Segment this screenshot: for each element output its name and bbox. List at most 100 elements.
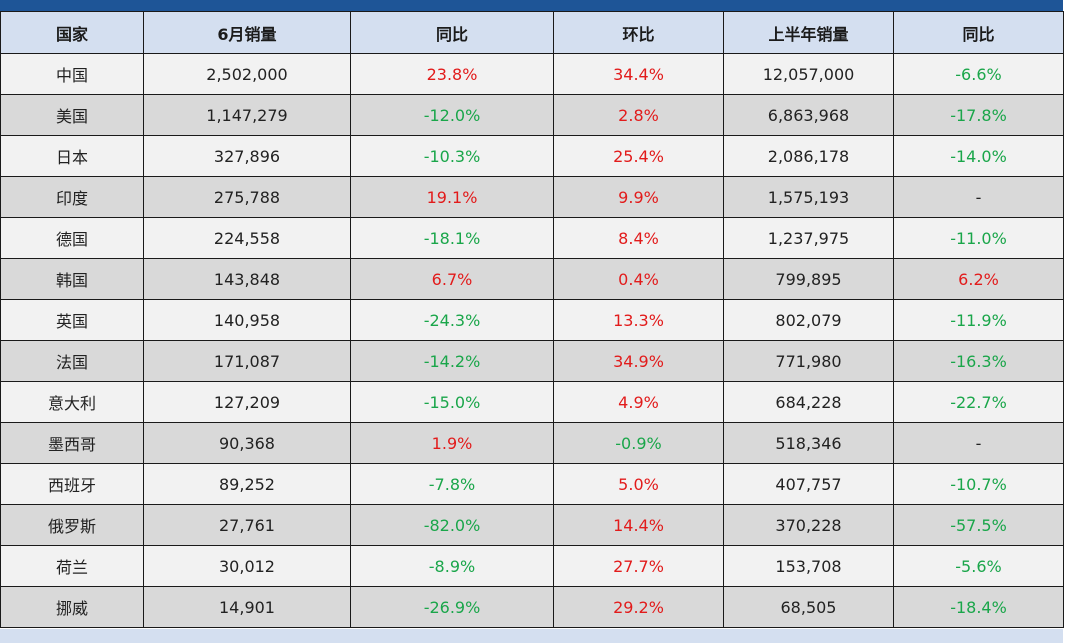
cell-june-yoy: -24.3% [350, 299, 554, 341]
cell-h1-yoy: 6.2% [893, 258, 1064, 300]
cell-country: 英国 [0, 299, 144, 341]
cell-h1-yoy: -14.0% [893, 135, 1064, 177]
sales-table-container: 国家 6月销量 同比 环比 上半年销量 同比 中国 2,502,000 23.8% 3… [0, 11, 1064, 628]
cell-country: 挪威 [0, 586, 144, 628]
cell-june-mom: 34.4% [553, 53, 724, 95]
cell-june-yoy: -82.0% [350, 504, 554, 546]
table-row: 日本 327,896 -10.3% 25.4% 2,086,178 -14.0% [0, 135, 1064, 177]
cell-june-yoy: -15.0% [350, 381, 554, 423]
cell-h1-yoy: -57.5% [893, 504, 1064, 546]
cell-june-sales: 127,209 [143, 381, 351, 423]
cell-june-yoy: -7.8% [350, 463, 554, 505]
cell-h1-yoy: -5.6% [893, 545, 1064, 587]
cell-country: 俄罗斯 [0, 504, 144, 546]
cell-june-sales: 27,761 [143, 504, 351, 546]
top-color-bar [0, 0, 1063, 11]
cell-june-sales: 2,502,000 [143, 53, 351, 95]
cell-h1-yoy: -10.7% [893, 463, 1064, 505]
cell-june-sales: 275,788 [143, 176, 351, 218]
cell-june-sales: 327,896 [143, 135, 351, 177]
cell-june-mom: 4.9% [553, 381, 724, 423]
cell-june-yoy: -12.0% [350, 94, 554, 136]
cell-june-yoy: -26.9% [350, 586, 554, 628]
auto-sales-table: 国家 6月销量 同比 环比 上半年销量 同比 中国 2,502,000 23.8% 3… [0, 11, 1064, 628]
cell-h1-sales: 68,505 [723, 586, 894, 628]
cell-h1-yoy: -17.8% [893, 94, 1064, 136]
header-h1-sales: 上半年销量 [723, 11, 894, 54]
cell-h1-sales: 153,708 [723, 545, 894, 587]
cell-june-mom: 34.9% [553, 340, 724, 382]
table-row: 印度 275,788 19.1% 9.9% 1,575,193- [0, 176, 1064, 218]
cell-h1-sales: 684,228 [723, 381, 894, 423]
cell-country: 韩国 [0, 258, 144, 300]
table-header-row: 国家 6月销量 同比 环比 上半年销量 同比 [0, 11, 1064, 54]
cell-h1-yoy: - [893, 422, 1064, 464]
cell-h1-sales: 370,228 [723, 504, 894, 546]
cell-h1-sales: 1,575,193 [723, 176, 894, 218]
cell-country: 日本 [0, 135, 144, 177]
cell-h1-yoy: -11.0% [893, 217, 1064, 259]
header-country: 国家 [0, 11, 144, 54]
cell-june-yoy: -18.1% [350, 217, 554, 259]
table-row: 美国 1,147,279 -12.0% 2.8% 6,863,968 -17.8% [0, 94, 1064, 136]
cell-june-sales: 89,252 [143, 463, 351, 505]
cell-june-mom: 2.8% [553, 94, 724, 136]
cell-june-yoy: 19.1% [350, 176, 554, 218]
table-row: 法国 171,087 -14.2% 34.9% 771,980 -16.3% [0, 340, 1064, 382]
cell-h1-yoy: - [893, 176, 1064, 218]
bottom-band [0, 629, 1063, 643]
cell-june-yoy: -14.2% [350, 340, 554, 382]
cell-country: 西班牙 [0, 463, 144, 505]
cell-june-mom: 25.4% [553, 135, 724, 177]
cell-h1-yoy: -11.9% [893, 299, 1064, 341]
table-row: 中国 2,502,000 23.8% 34.4% 12,057,000 -6.6% [0, 53, 1064, 95]
cell-h1-yoy: -16.3% [893, 340, 1064, 382]
cell-june-sales: 171,087 [143, 340, 351, 382]
cell-country: 印度 [0, 176, 144, 218]
table-row: 挪威 14,901 -26.9% 29.2% 68,505 -18.4% [0, 586, 1064, 628]
cell-h1-sales: 802,079 [723, 299, 894, 341]
cell-june-sales: 1,147,279 [143, 94, 351, 136]
cell-h1-yoy: -18.4% [893, 586, 1064, 628]
cell-country: 意大利 [0, 381, 144, 423]
cell-june-yoy: -10.3% [350, 135, 554, 177]
cell-h1-yoy: -22.7% [893, 381, 1064, 423]
cell-h1-sales: 2,086,178 [723, 135, 894, 177]
cell-country: 德国 [0, 217, 144, 259]
cell-june-sales: 143,848 [143, 258, 351, 300]
cell-june-mom: -0.9% [553, 422, 724, 464]
cell-june-sales: 224,558 [143, 217, 351, 259]
cell-country: 墨西哥 [0, 422, 144, 464]
cell-june-yoy: 23.8% [350, 53, 554, 95]
cell-country: 法国 [0, 340, 144, 382]
table-row: 俄罗斯 27,761 -82.0% 14.4% 370,228 -57.5% [0, 504, 1064, 546]
table-row: 德国 224,558 -18.1% 8.4% 1,237,975 -11.0% [0, 217, 1064, 259]
table-row: 英国 140,958 -24.3% 13.3% 802,079 -11.9% [0, 299, 1064, 341]
cell-h1-sales: 407,757 [723, 463, 894, 505]
cell-h1-sales: 6,863,968 [723, 94, 894, 136]
cell-june-mom: 5.0% [553, 463, 724, 505]
cell-june-sales: 140,958 [143, 299, 351, 341]
table-body: 中国 2,502,000 23.8% 34.4% 12,057,000 -6.6% 美国 1,… [0, 53, 1064, 628]
cell-h1-sales: 799,895 [723, 258, 894, 300]
cell-country: 美国 [0, 94, 144, 136]
table-row: 韩国 143,848 6.7% 0.4% 799,895 6.2% [0, 258, 1064, 300]
header-june-sales: 6月销量 [143, 11, 351, 54]
table-row: 西班牙 89,252 -7.8% 5.0% 407,757 -10.7% [0, 463, 1064, 505]
cell-june-mom: 0.4% [553, 258, 724, 300]
cell-june-sales: 14,901 [143, 586, 351, 628]
cell-june-yoy: -8.9% [350, 545, 554, 587]
cell-h1-sales: 1,237,975 [723, 217, 894, 259]
cell-june-mom: 27.7% [553, 545, 724, 587]
table-row: 意大利 127,209 -15.0% 4.9% 684,228 -22.7% [0, 381, 1064, 423]
cell-june-mom: 9.9% [553, 176, 724, 218]
cell-june-mom: 8.4% [553, 217, 724, 259]
header-june-mom: 环比 [553, 11, 724, 54]
cell-june-mom: 13.3% [553, 299, 724, 341]
cell-june-sales: 90,368 [143, 422, 351, 464]
cell-june-sales: 30,012 [143, 545, 351, 587]
cell-h1-sales: 518,346 [723, 422, 894, 464]
table-row: 荷兰 30,012 -8.9% 27.7% 153,708 -5.6% [0, 545, 1064, 587]
cell-h1-sales: 771,980 [723, 340, 894, 382]
header-h1-yoy: 同比 [893, 11, 1064, 54]
